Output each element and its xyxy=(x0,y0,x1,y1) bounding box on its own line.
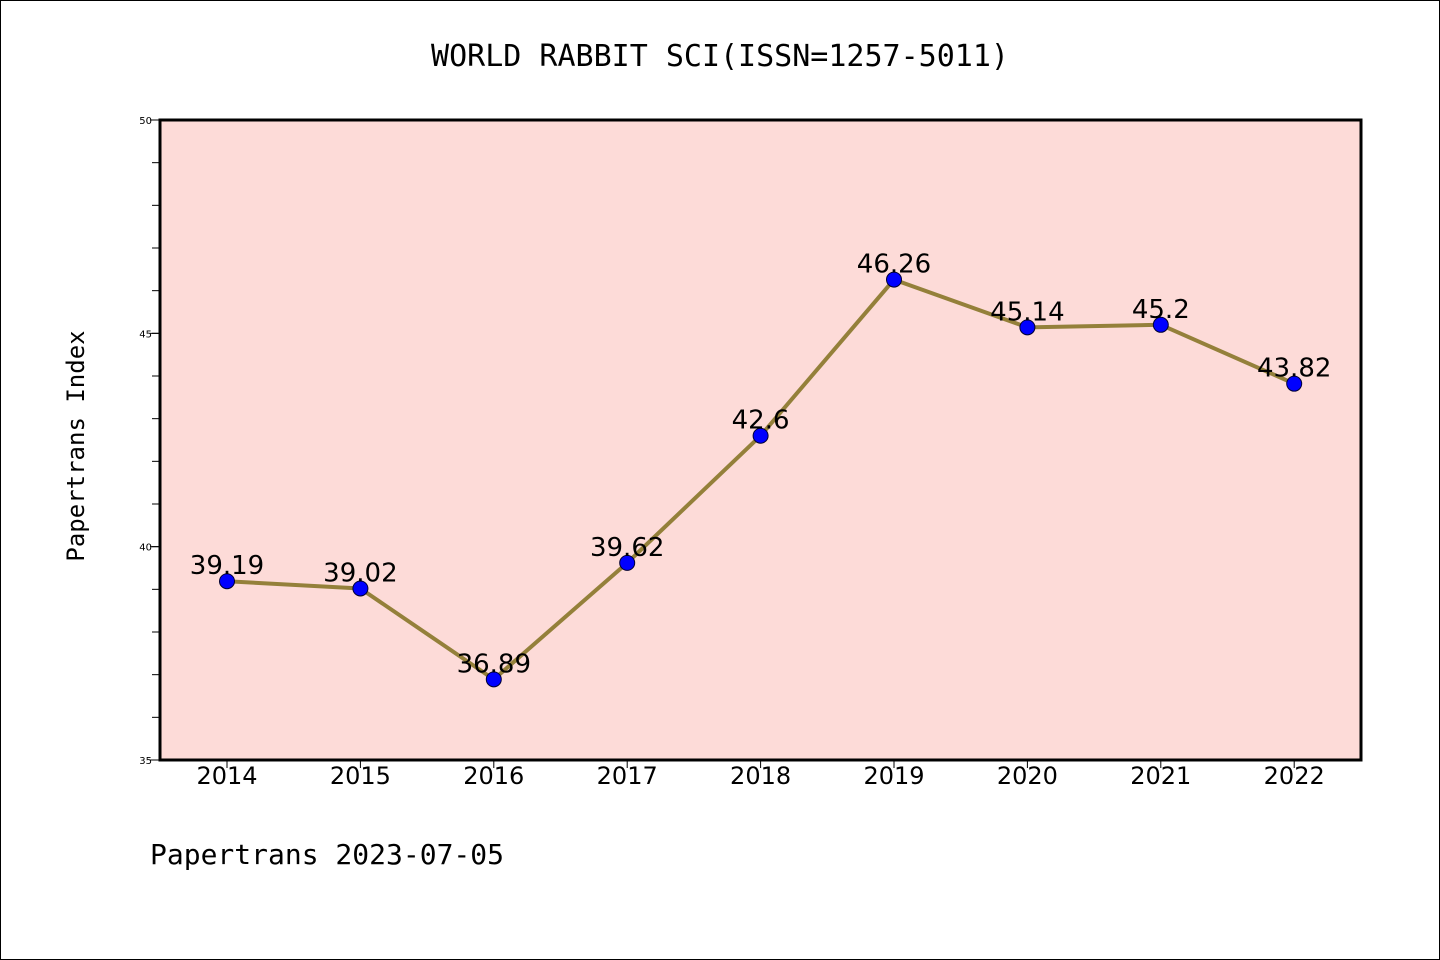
x-tick-label: 2016 xyxy=(463,762,524,790)
data-point xyxy=(1286,375,1303,392)
x-tick-label: 2018 xyxy=(730,762,791,790)
data-label: 43.82 xyxy=(1257,354,1331,384)
y-tick-label: 50 xyxy=(139,116,152,127)
x-tick-label: 2020 xyxy=(997,762,1058,790)
x-tick-label: 2022 xyxy=(1264,762,1325,790)
x-tick-label: 2021 xyxy=(1130,762,1191,790)
data-point xyxy=(219,573,235,590)
data-label: 39.02 xyxy=(323,558,397,588)
x-tick-label: 2017 xyxy=(597,762,658,790)
chart-title: WORLD RABBIT SCI(ISSN=1257-5011) xyxy=(431,39,1009,74)
data-point xyxy=(352,580,369,597)
data-labels-group: 39.19 39.02 36.89 39.62 42.6 46.26 45.14 45.2 43… xyxy=(190,250,1332,680)
data-label: 36.89 xyxy=(457,649,531,679)
data-point xyxy=(1152,316,1169,333)
data-point xyxy=(752,427,769,444)
footer-caption: Papertrans 2023-07-05 xyxy=(150,838,504,871)
data-point xyxy=(1019,319,1036,336)
y-tick-label: 40 xyxy=(139,543,152,554)
data-label: 45.14 xyxy=(990,297,1064,327)
data-label: 45.2 xyxy=(1132,295,1190,325)
data-label: 39.19 xyxy=(190,551,264,581)
data-label: 42.6 xyxy=(732,406,790,436)
x-tick-label: 2015 xyxy=(330,762,391,790)
y-tick-label: 35 xyxy=(139,756,152,767)
y-tick-label: 45 xyxy=(139,329,152,340)
data-point xyxy=(619,554,636,571)
x-tick-label: 2019 xyxy=(863,762,924,790)
data-point xyxy=(485,671,502,688)
markers-group xyxy=(219,271,1303,688)
data-point xyxy=(886,271,902,288)
data-label: 46.26 xyxy=(857,250,931,280)
data-label: 39.62 xyxy=(590,533,664,563)
axis-ticks: 35 40 45 50 2014 2015 2016 2017 2018 2019 2020 2021… xyxy=(139,116,1324,790)
x-tick-label: 2014 xyxy=(196,762,257,790)
y-axis-label: Papertrans Index xyxy=(62,330,90,561)
